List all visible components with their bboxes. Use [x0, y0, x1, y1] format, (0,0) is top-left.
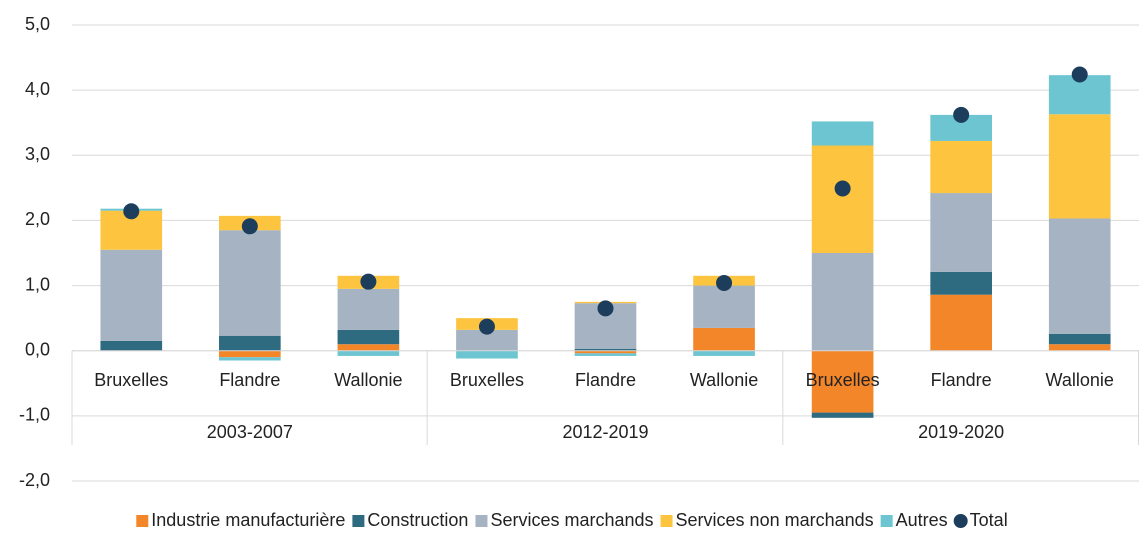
- total-dot: [123, 203, 140, 220]
- group-label: 2012-2019: [562, 422, 648, 442]
- y-tick-label: 4,0: [25, 79, 50, 99]
- total-dot: [478, 318, 495, 335]
- legend-marker: [953, 514, 968, 528]
- x-tick-label: Flandre: [931, 370, 992, 390]
- bar-segment: [930, 193, 992, 272]
- group-label: 2003-2007: [207, 422, 293, 442]
- bar-segment: [337, 350, 400, 356]
- bar-segment: [574, 350, 637, 354]
- bar-segment: [693, 285, 755, 328]
- total-dot: [834, 180, 851, 197]
- bar-segment: [337, 344, 400, 351]
- y-tick-label: 5,0: [25, 14, 50, 34]
- bar-segment: [1048, 333, 1111, 345]
- bar-segment: [811, 121, 874, 146]
- y-tick-label: -1,0: [19, 405, 50, 425]
- bar-segment: [1048, 114, 1111, 219]
- bar-segment: [219, 230, 281, 336]
- legend-marker: [352, 515, 365, 527]
- x-tick-label: Wallonie: [334, 370, 402, 390]
- bar-segment: [811, 350, 874, 413]
- bar-segment: [1048, 218, 1111, 334]
- bar-segment: [219, 357, 281, 361]
- total-dot: [716, 274, 733, 291]
- x-tick-label: Bruxelles: [806, 370, 880, 390]
- group-label: 2019-2020: [918, 422, 1004, 442]
- x-tick-label: Flandre: [575, 370, 636, 390]
- bar-segment: [100, 340, 163, 351]
- legend-marker: [475, 515, 488, 527]
- bar-segment: [337, 288, 400, 330]
- total-dot: [241, 218, 258, 235]
- legend-label: Services non marchands: [676, 510, 874, 530]
- total-dot: [953, 106, 970, 123]
- legend-label: Autres: [896, 510, 948, 530]
- x-tick-label: Flandre: [219, 370, 280, 390]
- legend-marker: [136, 515, 149, 527]
- bar-segment: [337, 329, 400, 345]
- legend-marker: [660, 515, 673, 527]
- total-dot: [1071, 66, 1088, 83]
- bar-segment: [811, 145, 874, 253]
- bar-segment: [811, 412, 874, 418]
- y-tick-label: 2,0: [25, 209, 50, 229]
- legend-label: Services marchands: [490, 510, 653, 530]
- y-tick-label: 3,0: [25, 144, 50, 164]
- x-tick-label: Wallonie: [690, 370, 758, 390]
- bar-segment: [574, 348, 637, 351]
- bar-segment: [219, 350, 281, 358]
- bar-segment: [456, 350, 518, 359]
- bar-segment: [456, 329, 518, 351]
- legend-label: Construction: [367, 510, 468, 530]
- bar-segment: [693, 350, 755, 356]
- legend-label: Industrie manufacturière: [151, 510, 345, 530]
- bar-segment: [100, 249, 163, 341]
- bar-segment: [930, 271, 992, 295]
- x-tick-label: Wallonie: [1046, 370, 1114, 390]
- y-tick-label: 0,0: [25, 339, 50, 359]
- bar-segment: [574, 353, 637, 356]
- bar-segment: [693, 327, 755, 351]
- x-tick-label: Bruxelles: [450, 370, 524, 390]
- bar-segment: [930, 294, 992, 351]
- total-dot: [597, 300, 614, 317]
- bar-segment: [930, 140, 992, 194]
- bar-segment: [1048, 344, 1111, 351]
- bar-segment: [219, 335, 281, 351]
- legend-marker: [880, 515, 893, 527]
- total-dot: [360, 273, 377, 290]
- y-tick-label: 1,0: [25, 274, 50, 294]
- x-tick-label: Bruxelles: [94, 370, 168, 390]
- legend-label: Total: [970, 510, 1008, 530]
- y-tick-label: -2,0: [19, 470, 50, 490]
- bar-segment: [811, 253, 874, 351]
